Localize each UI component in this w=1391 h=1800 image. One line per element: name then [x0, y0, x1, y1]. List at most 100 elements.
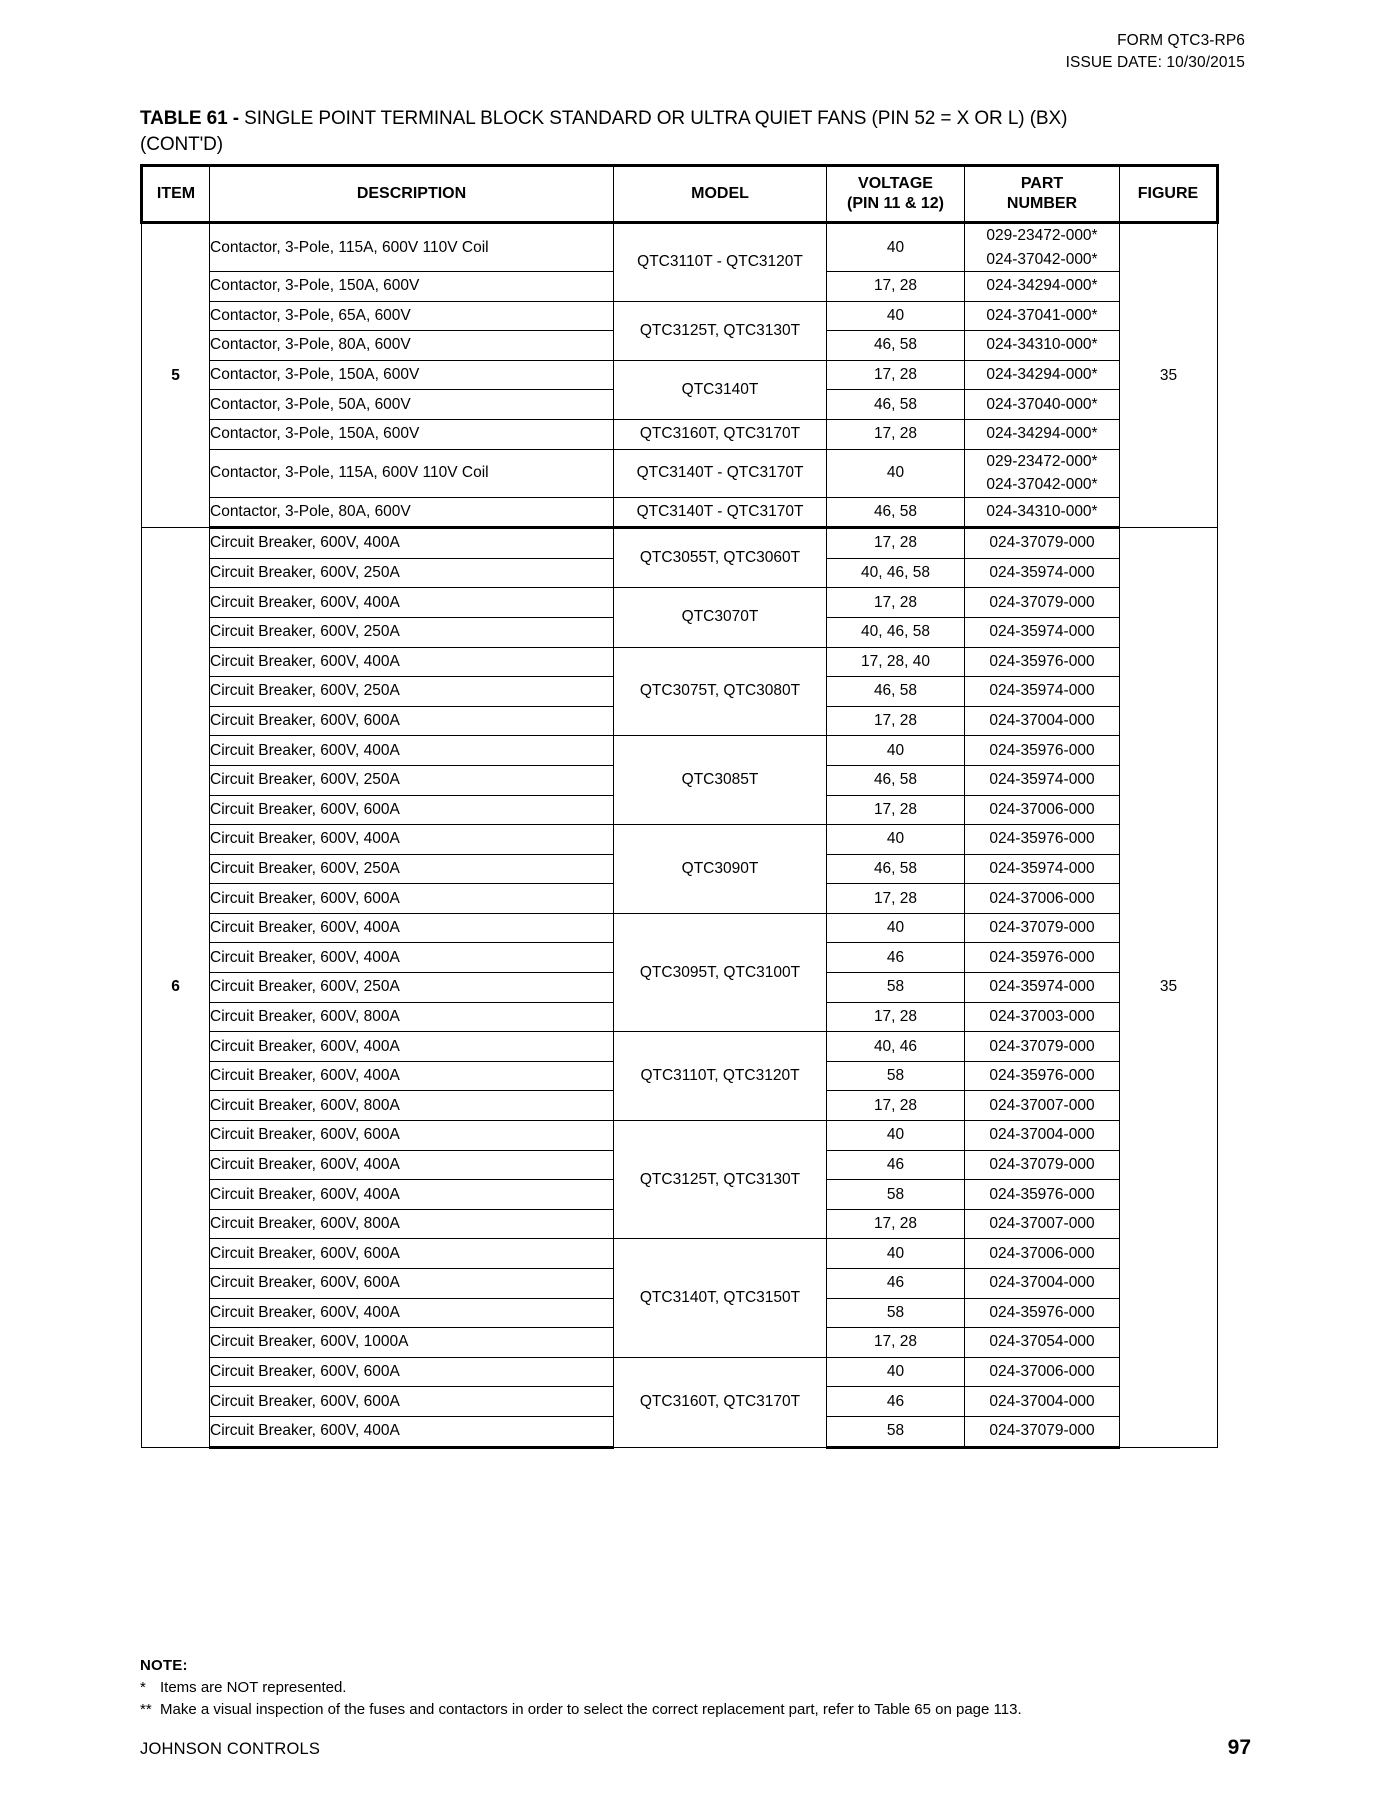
cell-figure: 35 — [1119, 221, 1218, 529]
notes-block: NOTE: * Items are NOT represented. ** Make… — [140, 1655, 1150, 1720]
cell-part-number: 024-35974-000 — [964, 557, 1120, 589]
cell-part-number: 024-37004-000 — [964, 1268, 1120, 1299]
cell-voltage: 17, 28 — [826, 1208, 965, 1240]
column-header-part-line2: NUMBER — [1006, 195, 1078, 212]
cell-voltage: 17, 28 — [826, 271, 965, 302]
cell-model: QTC3140T, QTC3150T — [613, 1238, 827, 1358]
cell-voltage: 46, 58 — [826, 496, 965, 530]
cell-description: Contactor, 3-Pole, 115A, 600V 110V Coil — [209, 222, 614, 272]
cell-part-number: 024-37006-000 — [964, 1356, 1120, 1388]
cell-description: Circuit Breaker, 600V, 600A — [209, 1120, 614, 1151]
table-header-row: ITEM DESCRIPTION MODEL VOLTAGE (PIN 11 &… — [140, 164, 1219, 224]
cell-model: QTC3095T, QTC3100T — [613, 912, 827, 1033]
cell-voltage: 40 — [826, 824, 965, 855]
cell-part-number: 024-34310-000* — [964, 330, 1120, 361]
table-number: TABLE 61 - — [140, 108, 245, 129]
cell-part-number: 024-37079-000 — [964, 587, 1120, 618]
footer-company: JOHNSON CONTROLS — [140, 1740, 321, 1758]
cell-part-number: 024-37006-000 — [964, 794, 1120, 826]
table-row: Circuit Breaker, 600V, 400A QTC3110T, QTC… — [142, 1031, 1218, 1122]
cell-description: Circuit Breaker, 600V, 600A — [209, 1268, 614, 1299]
footer-page-number: 97 — [1227, 1736, 1251, 1759]
cell-part-number: 024-34294-000* — [964, 418, 1120, 450]
cell-model: QTC3110T, QTC3120T — [613, 1031, 827, 1122]
cell-figure: 35 — [1119, 527, 1218, 1448]
cell-voltage: 40, 46, 58 — [826, 557, 965, 589]
cell-voltage: 40 — [826, 1120, 965, 1151]
cell-description: Circuit Breaker, 600V, 250A — [209, 764, 614, 796]
column-header-part-line1: PART — [1020, 174, 1064, 192]
cell-description: Circuit Breaker, 600V, 400A — [209, 735, 614, 766]
parts-table-wrapper: ITEM DESCRIPTION MODEL VOLTAGE (PIN 11 &… — [140, 164, 1219, 1449]
cell-part-number: 024-37041-000* — [964, 300, 1120, 332]
notes-title: NOTE: — [140, 1657, 188, 1674]
cell-part-number: 024-37040-000* — [964, 389, 1120, 420]
cell-voltage: 17, 28 — [826, 527, 965, 559]
document-footer: JOHNSON CONTROLS 97 — [140, 1736, 1251, 1774]
cell-voltage: 17, 28 — [826, 359, 965, 391]
cell-part-number: 024-35976-000 — [964, 1060, 1120, 1092]
column-header-part-number: PART NUMBER — [964, 164, 1120, 224]
cell-description: Contactor, 3-Pole, 150A, 600V — [209, 271, 614, 302]
column-header-figure: FIGURE — [1119, 164, 1219, 224]
cell-voltage: 17, 28 — [826, 587, 965, 618]
cell-part-number: 024-37007-000 — [964, 1090, 1120, 1122]
cell-description: Circuit Breaker, 600V, 250A — [209, 676, 614, 707]
table-row: Circuit Breaker, 600V, 600A QTC3125T, QTC… — [142, 1120, 1218, 1240]
cell-part-number: 024-37079-000 — [964, 1415, 1120, 1449]
cell-description: Contactor, 3-Pole, 65A, 600V — [209, 300, 614, 332]
cell-description: Circuit Breaker, 600V, 400A — [209, 1149, 614, 1181]
cell-model: QTC3055T, QTC3060T — [613, 527, 827, 589]
column-header-description: DESCRIPTION — [209, 164, 614, 224]
parts-table: ITEM DESCRIPTION MODEL VOLTAGE (PIN 11 &… — [140, 164, 1219, 1449]
cell-description: Circuit Breaker, 600V, 600A — [209, 883, 614, 914]
cell-model: QTC3090T — [613, 824, 827, 914]
table-row: Circuit Breaker, 600V, 600A QTC3140T, QTC… — [142, 1238, 1218, 1358]
form-number: FORM QTC3-RP6 — [1117, 32, 1245, 49]
cell-voltage: 58 — [826, 1179, 965, 1210]
cell-part-number: 024-35976-000 — [964, 942, 1120, 974]
cell-model: QTC3110T - QTC3120T — [613, 222, 827, 302]
cell-model: QTC3075T, QTC3080T — [613, 646, 827, 737]
table-row: Circuit Breaker, 600V, 600A QTC3160T, QTC… — [142, 1356, 1218, 1448]
cell-voltage: 17, 28 — [826, 418, 965, 450]
cell-part-number: 024-35974-000 — [964, 853, 1120, 885]
parts-table-body: 5 Contactor, 3-Pole, 115A, 600V 110V Coil… — [141, 221, 1218, 1449]
cell-voltage: 17, 28 — [826, 1090, 965, 1122]
cell-description: Contactor, 3-Pole, 115A, 600V 110V Coil — [209, 448, 614, 498]
cell-description: Circuit Breaker, 600V, 400A — [209, 1415, 614, 1449]
issue-date: ISSUE DATE: 10/30/2015 — [1065, 54, 1245, 71]
cell-part-number: 024-37006-000 — [964, 1238, 1120, 1269]
cell-model: QTC3140T — [613, 359, 827, 420]
cell-part-number: 024-35974-000 — [964, 616, 1120, 648]
note-marker: ** — [140, 1700, 152, 1718]
cell-description: Circuit Breaker, 600V, 600A — [209, 794, 614, 826]
cell-voltage: 40 — [826, 1356, 965, 1388]
document-header: FORM QTC3-RP6 ISSUE DATE: 10/30/2015 — [1066, 30, 1245, 74]
cell-model: QTC3125T, QTC3130T — [613, 1120, 827, 1240]
cell-part-number: 024-35976-000 — [964, 1179, 1120, 1210]
table-row: Circuit Breaker, 600V, 400A 58 024-37079-0… — [142, 1415, 1218, 1449]
column-header-voltage-line1: VOLTAGE — [858, 174, 933, 192]
cell-part-number: 024-37004-000 — [964, 705, 1120, 737]
note-item: ** Make a visual inspection of the fuses … — [140, 1699, 1150, 1721]
column-header-model: MODEL — [613, 164, 827, 224]
cell-part-number: 024-34294-000* — [964, 271, 1120, 302]
cell-description: Circuit Breaker, 600V, 250A — [209, 972, 614, 1003]
cell-part-number: 029-23472-000* 024-37042-000* — [964, 448, 1120, 498]
cell-voltage: 17, 28 — [826, 1001, 965, 1033]
cell-part-number: 024-35976-000 — [964, 1297, 1120, 1329]
cell-part-number: 024-37004-000 — [964, 1386, 1120, 1417]
cell-part-number: 024-37004-000 — [964, 1120, 1120, 1151]
cell-voltage: 40 — [826, 735, 965, 766]
column-header-voltage-line2: (PIN 11 & 12) — [847, 195, 944, 212]
cell-model: QTC3125T, QTC3130T — [613, 300, 827, 361]
cell-description: Contactor, 3-Pole, 150A, 600V — [209, 359, 614, 391]
cell-voltage: 40 — [826, 300, 965, 332]
cell-part-number: 024-37079-000 — [964, 1031, 1120, 1062]
table-row: Contactor, 3-Pole, 50A, 600V 46, 58 024-37… — [142, 389, 1218, 420]
cell-description: Circuit Breaker, 600V, 400A — [209, 942, 614, 974]
cell-part-number: 024-37003-000 — [964, 1001, 1120, 1033]
cell-description: Circuit Breaker, 600V, 600A — [209, 705, 614, 737]
